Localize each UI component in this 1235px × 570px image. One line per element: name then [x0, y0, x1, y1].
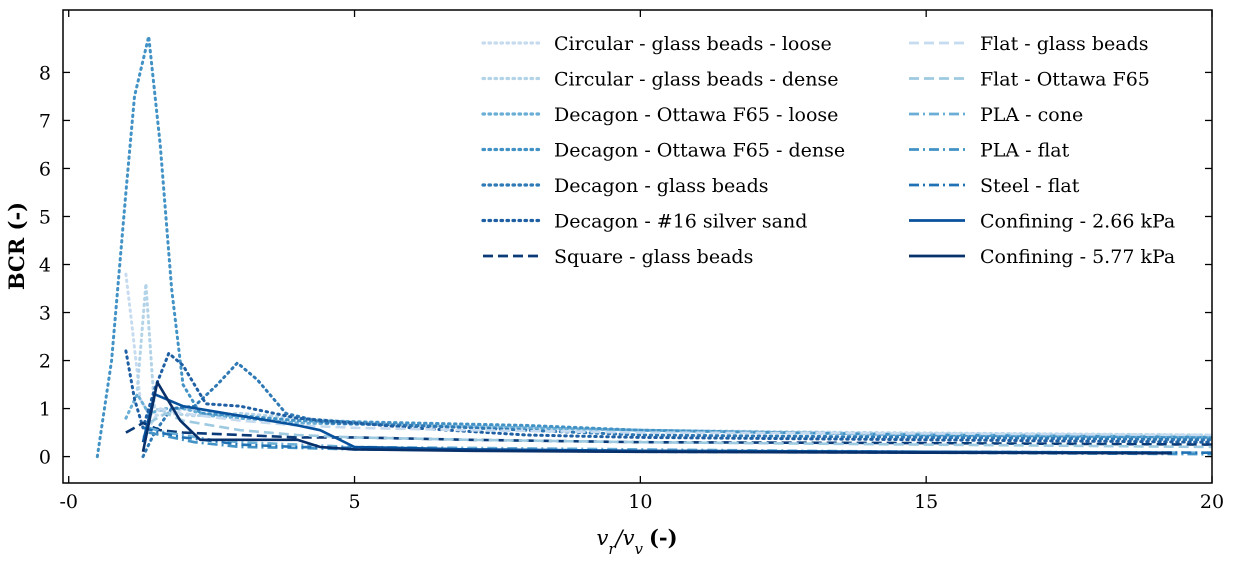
legend-label-12: Confining - 2.66 kPa: [980, 211, 1175, 233]
series-line-4: [141, 361, 1212, 459]
legend-label-7: Flat - glass beads: [980, 33, 1148, 55]
legend-label-1: Circular - glass beads - dense: [554, 69, 838, 91]
y-tick-label: 0: [39, 447, 51, 469]
legend-label-13: Confining - 5.77 kPa: [980, 246, 1175, 268]
series-line-6: [125, 421, 1212, 446]
y-tick-label: 3: [39, 303, 51, 325]
x-tick-label: 5: [348, 491, 360, 513]
series-line-5: [124, 349, 1212, 444]
legend-label-4: Decagon - glass beads: [554, 175, 769, 197]
legend-label-10: PLA - flat: [980, 140, 1070, 162]
x-tick-label: 10: [628, 491, 652, 513]
x-ticks: -0 5 10 15 20: [59, 10, 1224, 513]
x-tick-label: 15: [914, 491, 938, 513]
y-ticks: 0 1 2 3 4 5 6 7 8: [39, 62, 1212, 469]
series-line-1: [135, 282, 1212, 437]
legend-label-8: Flat - Ottawa F65: [980, 69, 1150, 91]
x-tick-label: -0: [59, 491, 78, 513]
legend-label-2: Decagon - Ottawa F65 - loose: [554, 104, 838, 126]
series-line-13: [141, 380, 1173, 455]
legend-label-9: PLA - cone: [980, 104, 1083, 126]
legend-label-6: Square - glass beads: [554, 246, 753, 268]
legend: Circular - glass beads - loose Circular -…: [481, 33, 1175, 268]
series-line-3: [95, 34, 1212, 459]
y-tick-label: 7: [39, 110, 51, 132]
y-tick-label: 1: [39, 399, 51, 421]
legend-label-5: Decagon - #16 silver sand: [554, 211, 807, 233]
x-tick-label: 20: [1200, 491, 1224, 513]
y-tick-label: 4: [39, 255, 51, 277]
y-tick-label: 2: [39, 351, 51, 373]
y-axis-label: BCR (-): [4, 202, 29, 290]
legend-label-0: Circular - glass beads - loose: [554, 33, 832, 55]
series-line-8: [148, 412, 1212, 449]
legend-label-3: Decagon - Ottawa F65 - dense: [554, 140, 845, 162]
x-axis-label: vr/vv (-): [596, 525, 677, 558]
series-layer: [95, 34, 1212, 459]
plot-frame: [62, 9, 1213, 484]
series-line-7: [141, 407, 1212, 439]
y-tick-label: 6: [39, 158, 51, 180]
y-tick-label: 5: [39, 206, 51, 228]
y-tick-label: 8: [39, 62, 51, 84]
legend-label-11: Steel - flat: [980, 175, 1080, 197]
series-line-0: [124, 272, 1212, 438]
